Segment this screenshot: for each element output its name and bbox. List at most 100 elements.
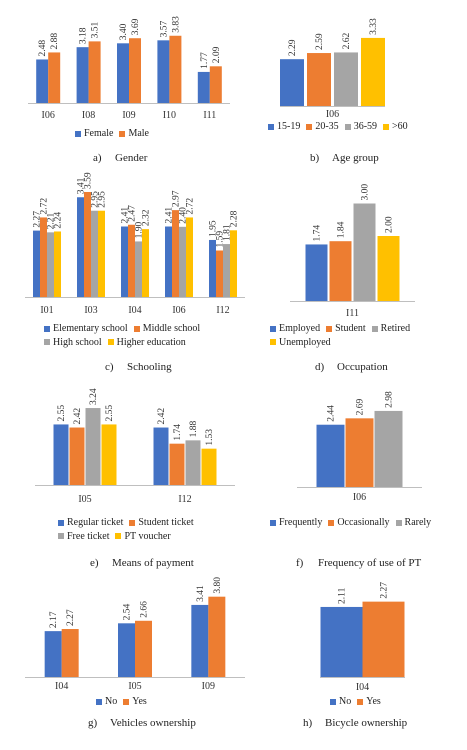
legend-text-d-2: Retired <box>380 323 411 334</box>
bar-f-i06-2 <box>374 410 403 487</box>
bar-c-i03-0 <box>77 197 84 297</box>
bar-c-i06-0 <box>165 226 172 297</box>
chart-svg-a: 2.48 2.88 I06 3.18 3.51 I08 3.40 3.69 I09 3.57 3.8… <box>28 16 230 121</box>
data-label-d-i11-1: 1.84 <box>337 221 347 238</box>
legend-swatch-g-1 <box>123 698 130 705</box>
data-label-a-i09-1: 3.69 <box>131 18 141 35</box>
data-label-a-i10-0: 3.57 <box>159 20 169 37</box>
data-label-c-i01-2: 2.21 <box>47 212 57 229</box>
data-label-b-i06-2: 2.62 <box>342 33 352 50</box>
data-label-e-i12-3: 1.53 <box>205 429 215 446</box>
legend-swatch-d-2 <box>371 325 378 332</box>
data-label-c-i04-1: 2.47 <box>128 205 138 222</box>
legend-item-a-0: Female <box>75 127 113 140</box>
data-label-f-i06-0: 2.44 <box>327 405 337 422</box>
bar-c-i06-1 <box>172 210 179 297</box>
caption-a: a) Gender <box>93 152 147 164</box>
data-label-c-i12-2: 1.81 <box>223 224 233 241</box>
legend-text-c-1: Middle school <box>142 323 201 334</box>
legend-item-c-0: Elementary school <box>44 322 128 335</box>
category-label-f-i06: I06 <box>353 492 366 503</box>
data-label-c-i06-3: 2.72 <box>186 198 196 215</box>
legend-a: Female Male <box>75 127 155 141</box>
caption-d: d) Occupation <box>315 361 388 373</box>
category-label-c-i01: I01 <box>40 305 53 316</box>
bar-c-i06-3 <box>186 217 193 297</box>
legend-swatch-f-2 <box>395 519 402 526</box>
data-label-a-i09-0: 3.40 <box>119 23 129 40</box>
legend-swatch-b-3 <box>383 123 390 130</box>
category-label-e-i05: I05 <box>78 494 91 505</box>
data-label-g-i09-0: 3.41 <box>196 585 206 602</box>
data-label-b-i06-1: 2.59 <box>315 33 325 50</box>
category-label-a-i06: I06 <box>42 110 55 121</box>
data-label-h-i04-0: 2.11 <box>338 587 348 604</box>
bar-d-i11-1 <box>329 241 352 301</box>
data-label-c-i03-2: 2.95 <box>91 191 101 208</box>
data-label-c-i04-3: 2.32 <box>142 209 152 226</box>
chart-panel-a: 2.48 2.88 I06 3.18 3.51 I08 3.40 3.69 I09 3.57 3.8… <box>20 0 235 130</box>
legend-swatch-a-0 <box>75 130 81 137</box>
legend-text-h-1: Yes <box>366 696 381 707</box>
bar-g-i09-0 <box>191 604 209 677</box>
bar-f-i06-1 <box>345 418 374 487</box>
category-label-g-i04: I04 <box>55 681 68 692</box>
data-label-c-i03-0: 3.41 <box>77 177 87 194</box>
bar-c-i04-1 <box>128 224 135 297</box>
caption-text-h: Bicycle ownership <box>325 717 408 729</box>
legend-text-f-2: Rarely <box>404 517 432 528</box>
chart-panel-e: 2.55 2.42 3.24 2.55 I05 2.42 1.74 1.88 1.53 I12 <box>30 380 245 510</box>
data-label-d-i11-3: 2.00 <box>385 216 395 233</box>
data-label-a-i11-1: 2.09 <box>212 46 222 63</box>
legend-text-b-2: 36-59 <box>353 121 378 132</box>
category-label-a-i08: I08 <box>82 110 95 121</box>
bar-e-i12-0 <box>153 427 169 485</box>
data-label-g-i04-1: 2.27 <box>66 609 76 626</box>
chart-svg-h: 2.11 2.27 I04 <box>320 582 405 693</box>
bar-f-i06-0 <box>316 424 345 487</box>
legend-item-f-0: Frequently <box>270 516 322 529</box>
caption-text-c: Schooling <box>127 361 172 373</box>
legend-text-c-0: Elementary school <box>53 323 128 334</box>
bar-b-i06-1 <box>307 53 331 106</box>
bar-d-i11-2 <box>353 203 376 301</box>
data-label-b-i06-3: 3.33 <box>369 18 379 35</box>
legend-g: No Yes <box>96 695 153 709</box>
category-label-e-i12: I12 <box>178 494 191 505</box>
data-label-c-i12-1: 1.59 <box>216 231 226 248</box>
caption-h: h) Bicycle ownership <box>303 717 407 729</box>
bar-a-i10-0 <box>157 40 170 103</box>
legend-item-d-0: Employed <box>270 322 320 335</box>
legend-item-f-1: Occasionally <box>328 516 390 529</box>
data-label-d-i11-0: 1.74 <box>313 225 323 242</box>
data-label-c-i01-3: 2.24 <box>54 212 64 229</box>
legend-text-f-0: Frequently <box>279 517 323 528</box>
legend-text-f-1: Occasionally <box>337 517 390 528</box>
data-label-d-i11-2: 3.00 <box>361 184 371 201</box>
data-label-e-i05-0: 2.55 <box>57 405 67 422</box>
bar-d-i11-3 <box>377 236 400 301</box>
legend-text-e-2: Free ticket <box>67 530 110 542</box>
legend-item-d-2: Retired <box>371 322 411 335</box>
bar-e-i05-0 <box>53 424 69 485</box>
legend-swatch-e-2 <box>58 533 64 539</box>
bar-c-i01-3 <box>54 231 61 297</box>
category-label-h-i04: I04 <box>356 682 369 693</box>
data-label-a-i06-0: 2.48 <box>38 40 48 57</box>
data-label-b-i06-0: 2.29 <box>288 39 298 56</box>
data-label-e-i12-0: 2.42 <box>157 408 167 425</box>
legend-text-e-0: Regular ticket <box>67 517 124 528</box>
bar-h-i04-1 <box>362 601 405 677</box>
legend-item-e-1: Student ticket <box>129 516 194 529</box>
caption-text-d: Occupation <box>337 361 388 373</box>
caption-b: b) Age group <box>310 152 379 164</box>
bar-a-i09-1 <box>129 38 141 103</box>
data-label-c-i12-0: 1.95 <box>209 220 219 237</box>
legend-item-h-0: No <box>330 695 351 708</box>
data-label-e-i05-1: 2.42 <box>73 408 83 425</box>
legend-swatch-d-1 <box>326 325 333 332</box>
data-label-c-i04-2: 1.90 <box>135 222 145 239</box>
legend-text-a-0: Female <box>84 128 114 139</box>
caption-letter-c: c) <box>105 361 114 373</box>
bar-g-i05-0 <box>118 623 135 677</box>
